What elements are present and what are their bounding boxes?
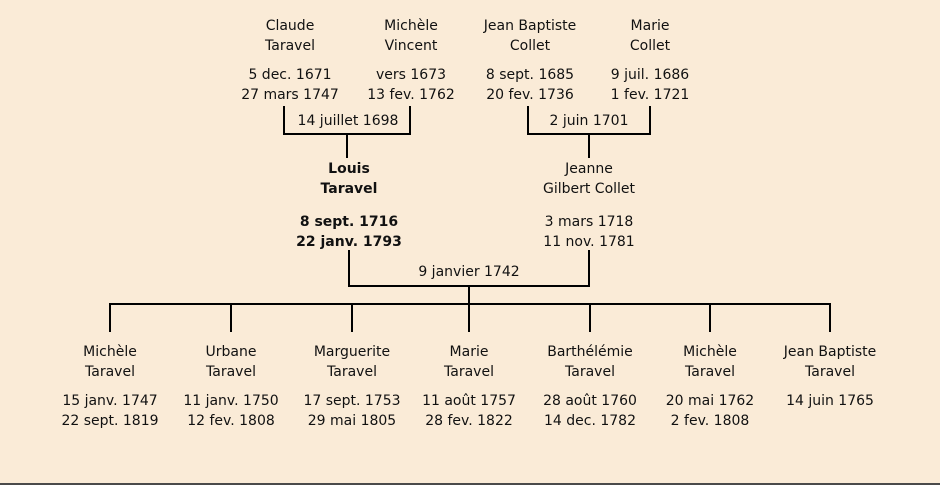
person-gen3-marguerite-taravel: Marguerite Taravel 17 sept. 1753 29 mai … [287, 342, 417, 431]
person-first-name: Marie [449, 344, 489, 360]
person-gen2-louis-taravel: Louis Taravel 8 sept. 1716 22 janv. 1793 [264, 159, 434, 252]
person-birth-date: 9 juil. 1686 [610, 67, 690, 83]
person-gen3-jean-baptiste-taravel: Jean Baptiste Taravel 14 juin 1765 [765, 342, 895, 411]
person-first-name: Claude [265, 18, 315, 34]
person-death-date: 14 dec. 1782 [544, 413, 636, 429]
marriage-connector-line [283, 133, 411, 135]
child-drop-line [230, 303, 232, 332]
person-gen3-barthelemie-taravel: Barthélémie Taravel 28 août 1760 14 dec.… [525, 342, 655, 431]
window-bottom-edge [0, 483, 940, 485]
child-drop-line [109, 303, 111, 332]
marriage-date-label: 14 juillet 1698 [297, 113, 399, 129]
person-last-name: Taravel [805, 364, 855, 380]
person-last-name: Taravel [206, 364, 256, 380]
person-death-date: 22 sept. 1819 [61, 413, 159, 429]
person-last-name: Collet [629, 38, 671, 54]
person-gen1-claude-taravel: Claude Taravel 5 dec. 1671 27 mars 1747 [215, 16, 365, 105]
person-first-name: Michèle [384, 18, 438, 34]
person-birth-date: 15 janv. 1747 [62, 393, 158, 409]
person-first-name: Louis [328, 161, 370, 177]
person-birth-date: 3 mars 1718 [544, 214, 634, 230]
person-birth-date: 11 août 1757 [422, 393, 516, 409]
child-drop-line [589, 303, 591, 332]
person-first-name: Jeanne [565, 161, 613, 177]
person-gen1-jean-baptiste-collet: Jean Baptiste Collet 8 sept. 1685 20 fev… [455, 16, 605, 105]
marriage-date-label: 2 juin 1701 [549, 113, 629, 129]
person-last-name: Taravel [85, 364, 135, 380]
person-death-date: 1 fev. 1721 [610, 87, 690, 103]
person-birth-date: 11 janv. 1750 [183, 393, 279, 409]
person-gen3-michele-taravel-1: Michèle Taravel 15 janv. 1747 22 sept. 1… [45, 342, 175, 431]
person-gen3-marie-taravel: Marie Taravel 11 août 1757 28 fev. 1822 [404, 342, 534, 431]
person-first-name: Marie [630, 18, 670, 34]
person-death-date: 20 fev. 1736 [486, 87, 574, 103]
child-drop-line [351, 303, 353, 332]
marriage-date-label: 9 janvier 1742 [418, 264, 520, 280]
person-death-date: 2 fev. 1808 [670, 413, 750, 429]
person-first-name: Urbane [205, 344, 257, 360]
person-gen2-jeanne-gilbert-collet: Jeanne Gilbert Collet 3 mars 1718 11 nov… [504, 159, 674, 252]
person-birth-date: 8 sept. 1716 [299, 214, 399, 230]
person-gen1-michele-vincent: Michèle Vincent vers 1673 13 fev. 1762 [336, 16, 486, 105]
spouse-drop-line [527, 106, 529, 135]
person-death-date: 22 janv. 1793 [296, 234, 402, 250]
person-first-name: Jean Baptiste [783, 344, 877, 360]
child-drop-line [709, 303, 711, 332]
person-death-date: 27 mars 1747 [241, 87, 339, 103]
person-death-date: 28 fev. 1822 [425, 413, 513, 429]
person-birth-date: vers 1673 [375, 67, 447, 83]
person-birth-date: 8 sept. 1685 [485, 67, 575, 83]
marriage-connector-line [348, 285, 590, 287]
descent-line [346, 135, 348, 158]
person-birth-date: 20 mai 1762 [665, 393, 755, 409]
person-death-date: 12 fev. 1808 [187, 413, 275, 429]
person-last-name: Taravel [265, 38, 315, 54]
person-last-name: Taravel [565, 364, 615, 380]
person-last-name: Vincent [384, 38, 438, 54]
spouse-drop-line [588, 250, 590, 287]
person-gen3-michele-taravel-2: Michèle Taravel 20 mai 1762 2 fev. 1808 [645, 342, 775, 431]
person-last-name: Taravel [685, 364, 735, 380]
person-last-name: Taravel [327, 364, 377, 380]
descent-line [588, 135, 590, 158]
person-first-name: Barthélémie [547, 344, 633, 360]
child-drop-line [829, 303, 831, 332]
person-birth-date: 28 août 1760 [543, 393, 637, 409]
children-bar [109, 303, 831, 305]
person-birth-date: 5 dec. 1671 [248, 67, 332, 83]
person-first-name: Michèle [683, 344, 737, 360]
person-first-name: Michèle [83, 344, 137, 360]
marriage-connector-line [527, 133, 651, 135]
descent-line [468, 287, 470, 304]
spouse-drop-line [649, 106, 651, 135]
person-birth-date: 17 sept. 1753 [303, 393, 401, 409]
spouse-drop-line [283, 106, 285, 135]
person-last-name: Gilbert Collet [542, 181, 636, 197]
person-death-date: 13 fev. 1762 [367, 87, 455, 103]
person-last-name: Taravel [444, 364, 494, 380]
child-drop-line [468, 303, 470, 332]
spouse-drop-line [348, 250, 350, 287]
person-last-name: Taravel [320, 181, 378, 197]
person-death-date: 29 mai 1805 [307, 413, 397, 429]
person-gen1-marie-collet: Marie Collet 9 juil. 1686 1 fev. 1721 [575, 16, 725, 105]
spouse-drop-line [409, 106, 411, 135]
person-birth-date: 14 juin 1765 [786, 393, 874, 409]
person-first-name: Marguerite [313, 344, 391, 360]
person-gen3-urbane-taravel: Urbane Taravel 11 janv. 1750 12 fev. 180… [166, 342, 296, 431]
person-first-name: Jean Baptiste [483, 18, 577, 34]
person-death-date: 11 nov. 1781 [543, 234, 635, 250]
person-last-name: Collet [509, 38, 551, 54]
